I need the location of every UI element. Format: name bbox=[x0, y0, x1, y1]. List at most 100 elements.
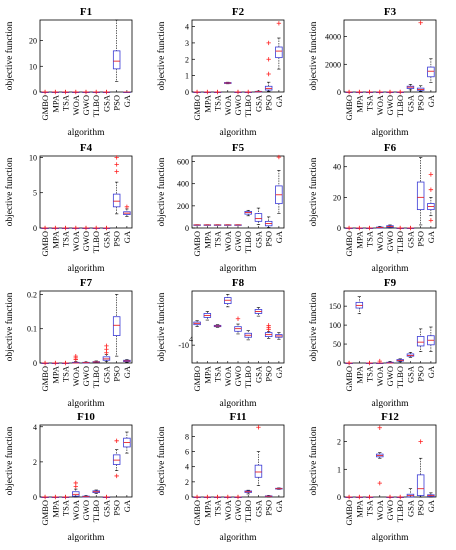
box-tlbo bbox=[92, 225, 100, 231]
x-tick-label-pso: PSO bbox=[416, 95, 426, 111]
outlier-marker bbox=[346, 494, 352, 500]
y-tick-label: 0 bbox=[337, 493, 341, 502]
y-tick-label: 2 bbox=[337, 438, 341, 447]
y-axis-label: objective function bbox=[4, 157, 15, 226]
y-tick-label: 2000 bbox=[325, 60, 341, 69]
outlier-marker bbox=[418, 439, 423, 444]
box-ga bbox=[123, 204, 131, 218]
x-tick-label-pso: PSO bbox=[264, 231, 274, 247]
y-tick-label: 0 bbox=[337, 224, 341, 233]
iqr-box bbox=[112, 50, 121, 70]
box-ga bbox=[275, 332, 283, 340]
y-tick-label: 0 bbox=[185, 88, 189, 97]
box-gwo bbox=[82, 495, 90, 498]
y-tick-label: 3 bbox=[185, 39, 189, 48]
outlier-marker bbox=[53, 89, 58, 95]
x-tick-label-woa: WOA bbox=[71, 94, 81, 115]
box-pso bbox=[416, 157, 425, 226]
x-tick-label-gsa: GSA bbox=[253, 94, 263, 112]
box-mpa bbox=[355, 296, 364, 315]
box-gsa bbox=[406, 84, 415, 91]
box-gmbo bbox=[345, 89, 353, 95]
x-tick-label-ga: GA bbox=[274, 365, 284, 378]
y-tick-label: 200 bbox=[177, 202, 189, 211]
outlier-marker bbox=[205, 89, 210, 95]
outlier-marker bbox=[215, 89, 220, 95]
axes-frame bbox=[343, 155, 437, 229]
outlier-marker bbox=[114, 438, 119, 444]
x-tick-label-pso: PSO bbox=[112, 500, 122, 516]
outlier-marker bbox=[73, 480, 78, 486]
x-tick-label-woa: WOA bbox=[223, 365, 233, 386]
outlier-marker bbox=[104, 225, 109, 231]
outlier-marker bbox=[83, 89, 89, 95]
box-gmbo bbox=[41, 360, 49, 366]
y-tick-label: 0 bbox=[33, 359, 37, 368]
x-axis-label: algorithm bbox=[68, 399, 106, 409]
x-tick-label-mpa: MPA bbox=[50, 499, 60, 518]
box-pso bbox=[264, 40, 273, 92]
subplot-title: F8 bbox=[232, 277, 245, 289]
outlier-marker bbox=[367, 89, 372, 95]
outlier-marker bbox=[276, 21, 282, 26]
box-gsa bbox=[102, 89, 111, 95]
y-axis-label: objective function bbox=[308, 157, 319, 226]
subplot-title: F10 bbox=[77, 411, 95, 423]
box-pso bbox=[112, 155, 121, 215]
box-woa bbox=[376, 226, 384, 229]
x-tick-label-pso: PSO bbox=[112, 231, 122, 247]
x-tick-label-woa: WOA bbox=[375, 499, 385, 520]
y-tick-exponent: 4 bbox=[189, 335, 193, 344]
x-tick-label-gwo: GWO bbox=[233, 95, 243, 115]
box-ga bbox=[123, 359, 131, 363]
x-tick-label-woa: WOA bbox=[71, 499, 81, 520]
x-tick-label-pso: PSO bbox=[416, 366, 426, 382]
x-tick-label-mpa: MPA bbox=[50, 365, 60, 384]
outlier-marker bbox=[53, 494, 58, 500]
y-tick-label: 4 bbox=[185, 23, 189, 32]
x-tick-label-pso: PSO bbox=[416, 231, 426, 247]
x-tick-label-gsa: GSA bbox=[101, 94, 111, 112]
x-tick-label-gwo: GWO bbox=[81, 366, 91, 386]
iqr-box bbox=[254, 464, 263, 478]
box-tlbo bbox=[92, 89, 100, 95]
outlier-marker bbox=[357, 494, 362, 500]
subplot-title: F12 bbox=[381, 411, 399, 423]
subplot-f3: F3 0 2000 4000 objective function GMBO MPA TSA W… bbox=[308, 6, 437, 138]
x-tick-label-mpa: MPA bbox=[202, 94, 212, 113]
x-axis-label: algorithm bbox=[372, 533, 410, 543]
x-tick-label-gsa: GSA bbox=[253, 499, 263, 517]
box-mpa bbox=[203, 311, 212, 321]
x-tick-label-gwo: GWO bbox=[385, 95, 395, 115]
x-tick-label-tsa: TSA bbox=[213, 365, 223, 382]
outlier-marker bbox=[73, 225, 78, 231]
x-tick-label-tsa: TSA bbox=[61, 365, 71, 382]
box-woa bbox=[376, 358, 384, 365]
box-tlbo bbox=[92, 360, 100, 363]
x-tick-label-gsa: GSA bbox=[405, 499, 415, 517]
x-tick-label-ga: GA bbox=[122, 230, 132, 243]
axes-frame bbox=[191, 424, 285, 498]
subplot-title: F9 bbox=[384, 277, 397, 289]
x-tick-label-woa: WOA bbox=[71, 365, 81, 386]
outlier-marker bbox=[418, 20, 423, 25]
box-tlbo bbox=[244, 489, 252, 495]
y-tick-label: 1 bbox=[337, 465, 341, 474]
box-woa bbox=[224, 294, 232, 308]
box-tsa bbox=[61, 89, 70, 95]
x-tick-label-tsa: TSA bbox=[61, 94, 71, 111]
y-tick-label: 5 bbox=[33, 189, 37, 198]
outlier-marker bbox=[104, 89, 109, 95]
box-woa bbox=[72, 480, 80, 498]
box-mpa bbox=[355, 225, 364, 231]
outlier-marker bbox=[114, 155, 119, 160]
box-gmbo bbox=[193, 320, 201, 327]
subplot-f10: F10 0 2 4 objective function GMBO MPA TSA WOA GWO… bbox=[4, 411, 133, 543]
box-gsa bbox=[102, 225, 111, 231]
outlier-marker bbox=[205, 494, 210, 500]
x-tick-label-gsa: GSA bbox=[101, 499, 111, 517]
iqr-box bbox=[416, 474, 425, 497]
outlier-marker bbox=[256, 425, 261, 430]
x-tick-label-tlbo: TLBO bbox=[243, 231, 253, 253]
